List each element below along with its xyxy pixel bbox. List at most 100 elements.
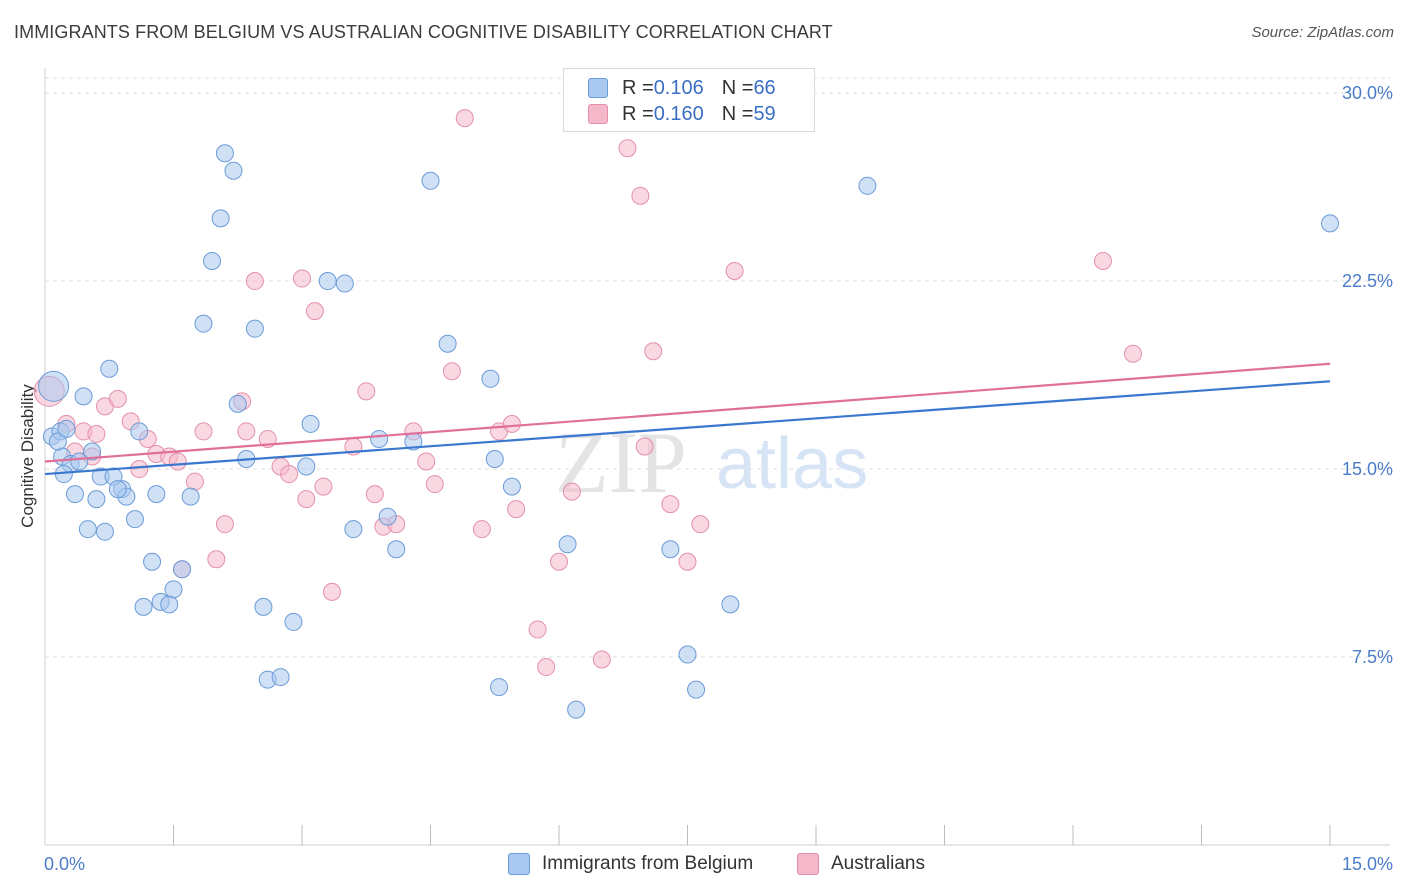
data-point — [1321, 214, 1339, 233]
trend-line-belgium — [44, 380, 1331, 476]
data-point — [1093, 251, 1112, 270]
series-australians — [33, 109, 1142, 677]
data-point — [558, 535, 577, 554]
data-point — [335, 274, 354, 293]
data-point — [74, 387, 93, 406]
data-point — [562, 482, 581, 501]
data-point — [194, 314, 213, 333]
data-point — [108, 480, 127, 499]
data-point — [314, 477, 333, 496]
pink-swatch — [588, 104, 608, 124]
n-label: N = — [721, 76, 754, 99]
data-point — [48, 432, 67, 451]
r-label: R = — [622, 76, 654, 99]
data-point — [293, 269, 311, 288]
data-point — [425, 475, 444, 494]
data-point — [378, 507, 397, 526]
y-tick-label: 22.5% — [1342, 271, 1393, 291]
data-point — [108, 389, 127, 408]
chart-title: IMMIGRANTS FROM BELGIUM VS AUSTRALIAN CO… — [14, 22, 833, 42]
trend-line-australians — [44, 362, 1331, 463]
stats-legend: R = 0.106 N = 66 R = 0.160 N = 59 — [563, 68, 815, 132]
data-point — [618, 139, 637, 158]
data-point — [322, 582, 341, 601]
data-point — [537, 658, 556, 677]
pink-swatch — [797, 853, 819, 875]
data-point — [490, 678, 509, 697]
data-point — [147, 485, 166, 504]
data-point — [357, 382, 376, 401]
data-point — [173, 560, 192, 579]
data-point — [280, 465, 299, 484]
data-point — [387, 540, 406, 559]
data-point — [1123, 344, 1142, 363]
data-point — [160, 595, 179, 614]
data-point — [567, 700, 586, 719]
data-point — [485, 450, 504, 469]
x-tick-label: 15.0% — [1342, 854, 1393, 874]
data-point — [481, 369, 500, 388]
data-point — [301, 414, 320, 433]
n-value: 66 — [753, 76, 776, 99]
bottom-legend-belgium: Immigrants from Belgium — [508, 851, 753, 877]
data-point — [661, 495, 680, 514]
data-point — [472, 520, 491, 539]
data-point — [721, 595, 740, 614]
data-point — [38, 370, 70, 402]
data-point — [207, 550, 226, 569]
data-point — [130, 460, 149, 479]
legend-label-australians: Australians — [831, 853, 925, 874]
watermark-atlas: atlas — [716, 424, 868, 504]
data-point — [65, 485, 84, 504]
data-point — [245, 319, 264, 338]
data-point — [83, 442, 102, 461]
blue-swatch — [508, 853, 530, 875]
data-point — [502, 477, 521, 496]
n-label: N = — [721, 102, 754, 125]
data-point — [203, 251, 222, 270]
y-tick-label: 15.0% — [1342, 459, 1393, 479]
data-point — [168, 452, 187, 471]
data-point — [130, 422, 149, 441]
data-point — [194, 422, 213, 441]
series-immigrants-from-belgium — [38, 144, 1339, 719]
data-point — [858, 176, 877, 195]
data-point — [211, 209, 230, 228]
data-point — [100, 359, 119, 378]
y-tick-label: 30.0% — [1342, 83, 1393, 103]
data-point — [550, 552, 568, 571]
r-value: 0.106 — [653, 76, 704, 99]
data-point — [502, 414, 521, 433]
data-point — [95, 522, 114, 541]
grid-lines — [45, 77, 1390, 658]
data-point — [143, 552, 162, 571]
data-point — [78, 520, 97, 539]
data-point — [228, 394, 247, 413]
data-point — [185, 472, 204, 491]
data-point — [678, 645, 697, 664]
data-point — [318, 272, 337, 291]
data-point — [284, 612, 303, 631]
data-point — [507, 500, 526, 519]
data-point — [87, 424, 106, 443]
bottom-legend-australians: Australians — [797, 851, 925, 877]
data-point — [245, 272, 264, 291]
data-point — [224, 161, 243, 180]
legend-label-belgium: Immigrants from Belgium — [542, 853, 754, 874]
r-value: 0.160 — [653, 102, 704, 125]
n-value: 59 — [753, 102, 776, 125]
data-point — [592, 650, 611, 669]
data-point — [370, 429, 389, 448]
data-point — [297, 457, 316, 476]
data-point — [271, 668, 290, 687]
data-point — [344, 520, 363, 539]
data-point — [164, 580, 183, 599]
data-point — [691, 515, 710, 534]
data-point — [70, 452, 89, 471]
data-point — [215, 515, 234, 534]
x-tick-label: 0.0% — [44, 854, 85, 874]
data-point — [644, 342, 663, 361]
data-point — [442, 362, 461, 381]
blue-swatch — [588, 78, 608, 98]
